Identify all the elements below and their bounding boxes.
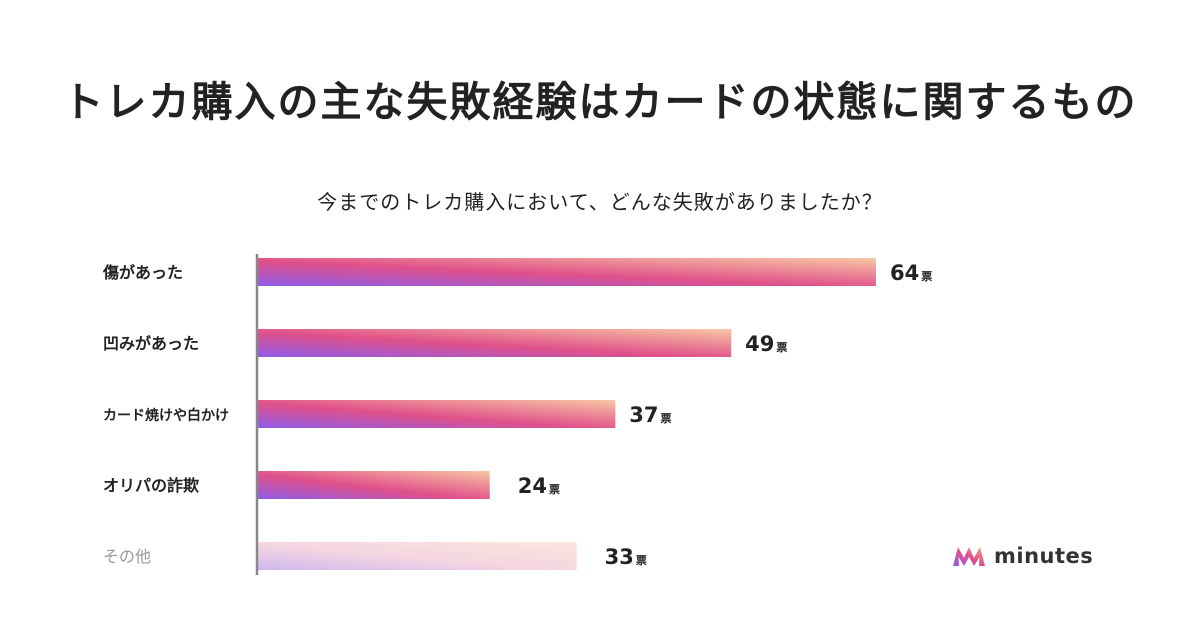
value-label: 64 票 xyxy=(890,261,932,285)
chart-subtitle: 今までのトレカ購入において、どんな失敗がありましたか？ xyxy=(317,190,883,214)
bar xyxy=(258,258,876,286)
minutes-logo-icon xyxy=(953,547,985,566)
bar xyxy=(258,542,577,570)
value-label: 33 票 xyxy=(605,545,647,569)
bar xyxy=(258,471,490,499)
value-label: 24 票 xyxy=(518,474,560,498)
brand-logo: minutes xyxy=(952,544,1093,568)
chart-title: トレカ購入の主な失敗経験はカードの状態に関するもの xyxy=(62,78,1138,126)
category-label: 傷があった xyxy=(102,263,183,282)
category-label: 凹みがあった xyxy=(103,334,199,353)
value-label: 37 票 xyxy=(629,403,671,427)
brand-name: minutes xyxy=(994,544,1094,568)
category-label: オリパの詐欺 xyxy=(103,476,199,495)
category-label: その他 xyxy=(103,547,151,566)
bar xyxy=(258,400,616,428)
bar xyxy=(258,329,732,357)
category-label: カード焼けや白かけ xyxy=(103,407,229,424)
value-label: 49 票 xyxy=(745,332,787,356)
